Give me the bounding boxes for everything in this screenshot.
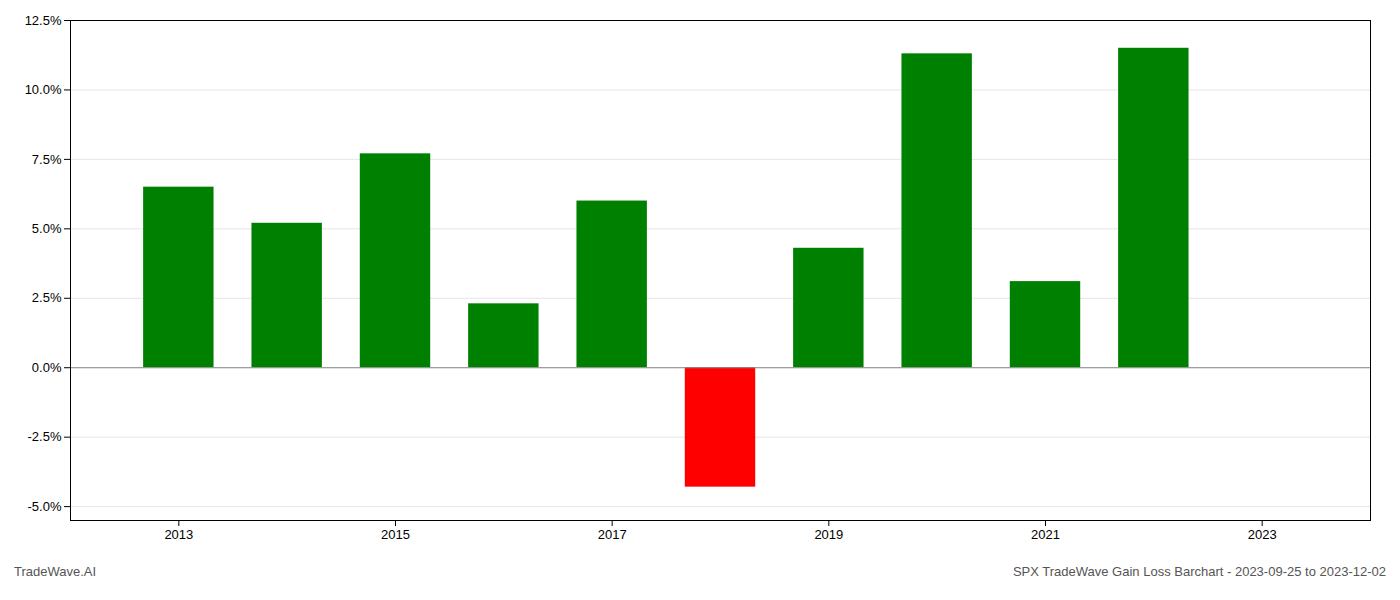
svg-text:-5.0%: -5.0%: [28, 499, 62, 514]
svg-text:2023: 2023: [1248, 527, 1277, 542]
svg-text:10.0%: 10.0%: [25, 82, 62, 97]
svg-text:5.0%: 5.0%: [32, 221, 62, 236]
svg-text:12.5%: 12.5%: [25, 13, 62, 28]
html-text:TradeWave.AI: TradeWave.AI: [14, 564, 97, 579]
svg-text:2017: 2017: [598, 527, 627, 542]
svg-text:0.0%: 0.0%: [32, 360, 62, 375]
svg-text:2.5%: 2.5%: [32, 290, 62, 305]
svg-text:2015: 2015: [381, 527, 410, 542]
svg-text:2013: 2013: [164, 527, 193, 542]
svg-text:2019: 2019: [814, 527, 843, 542]
html-text:SPX TradeWave Gain Loss Barcha: SPX TradeWave Gain Loss Barchart - 2023-…: [1012, 564, 1386, 579]
svg-text:-2.5%: -2.5%: [28, 429, 62, 444]
svg-text:7.5%: 7.5%: [32, 152, 62, 167]
svg-text:2021: 2021: [1031, 527, 1060, 542]
